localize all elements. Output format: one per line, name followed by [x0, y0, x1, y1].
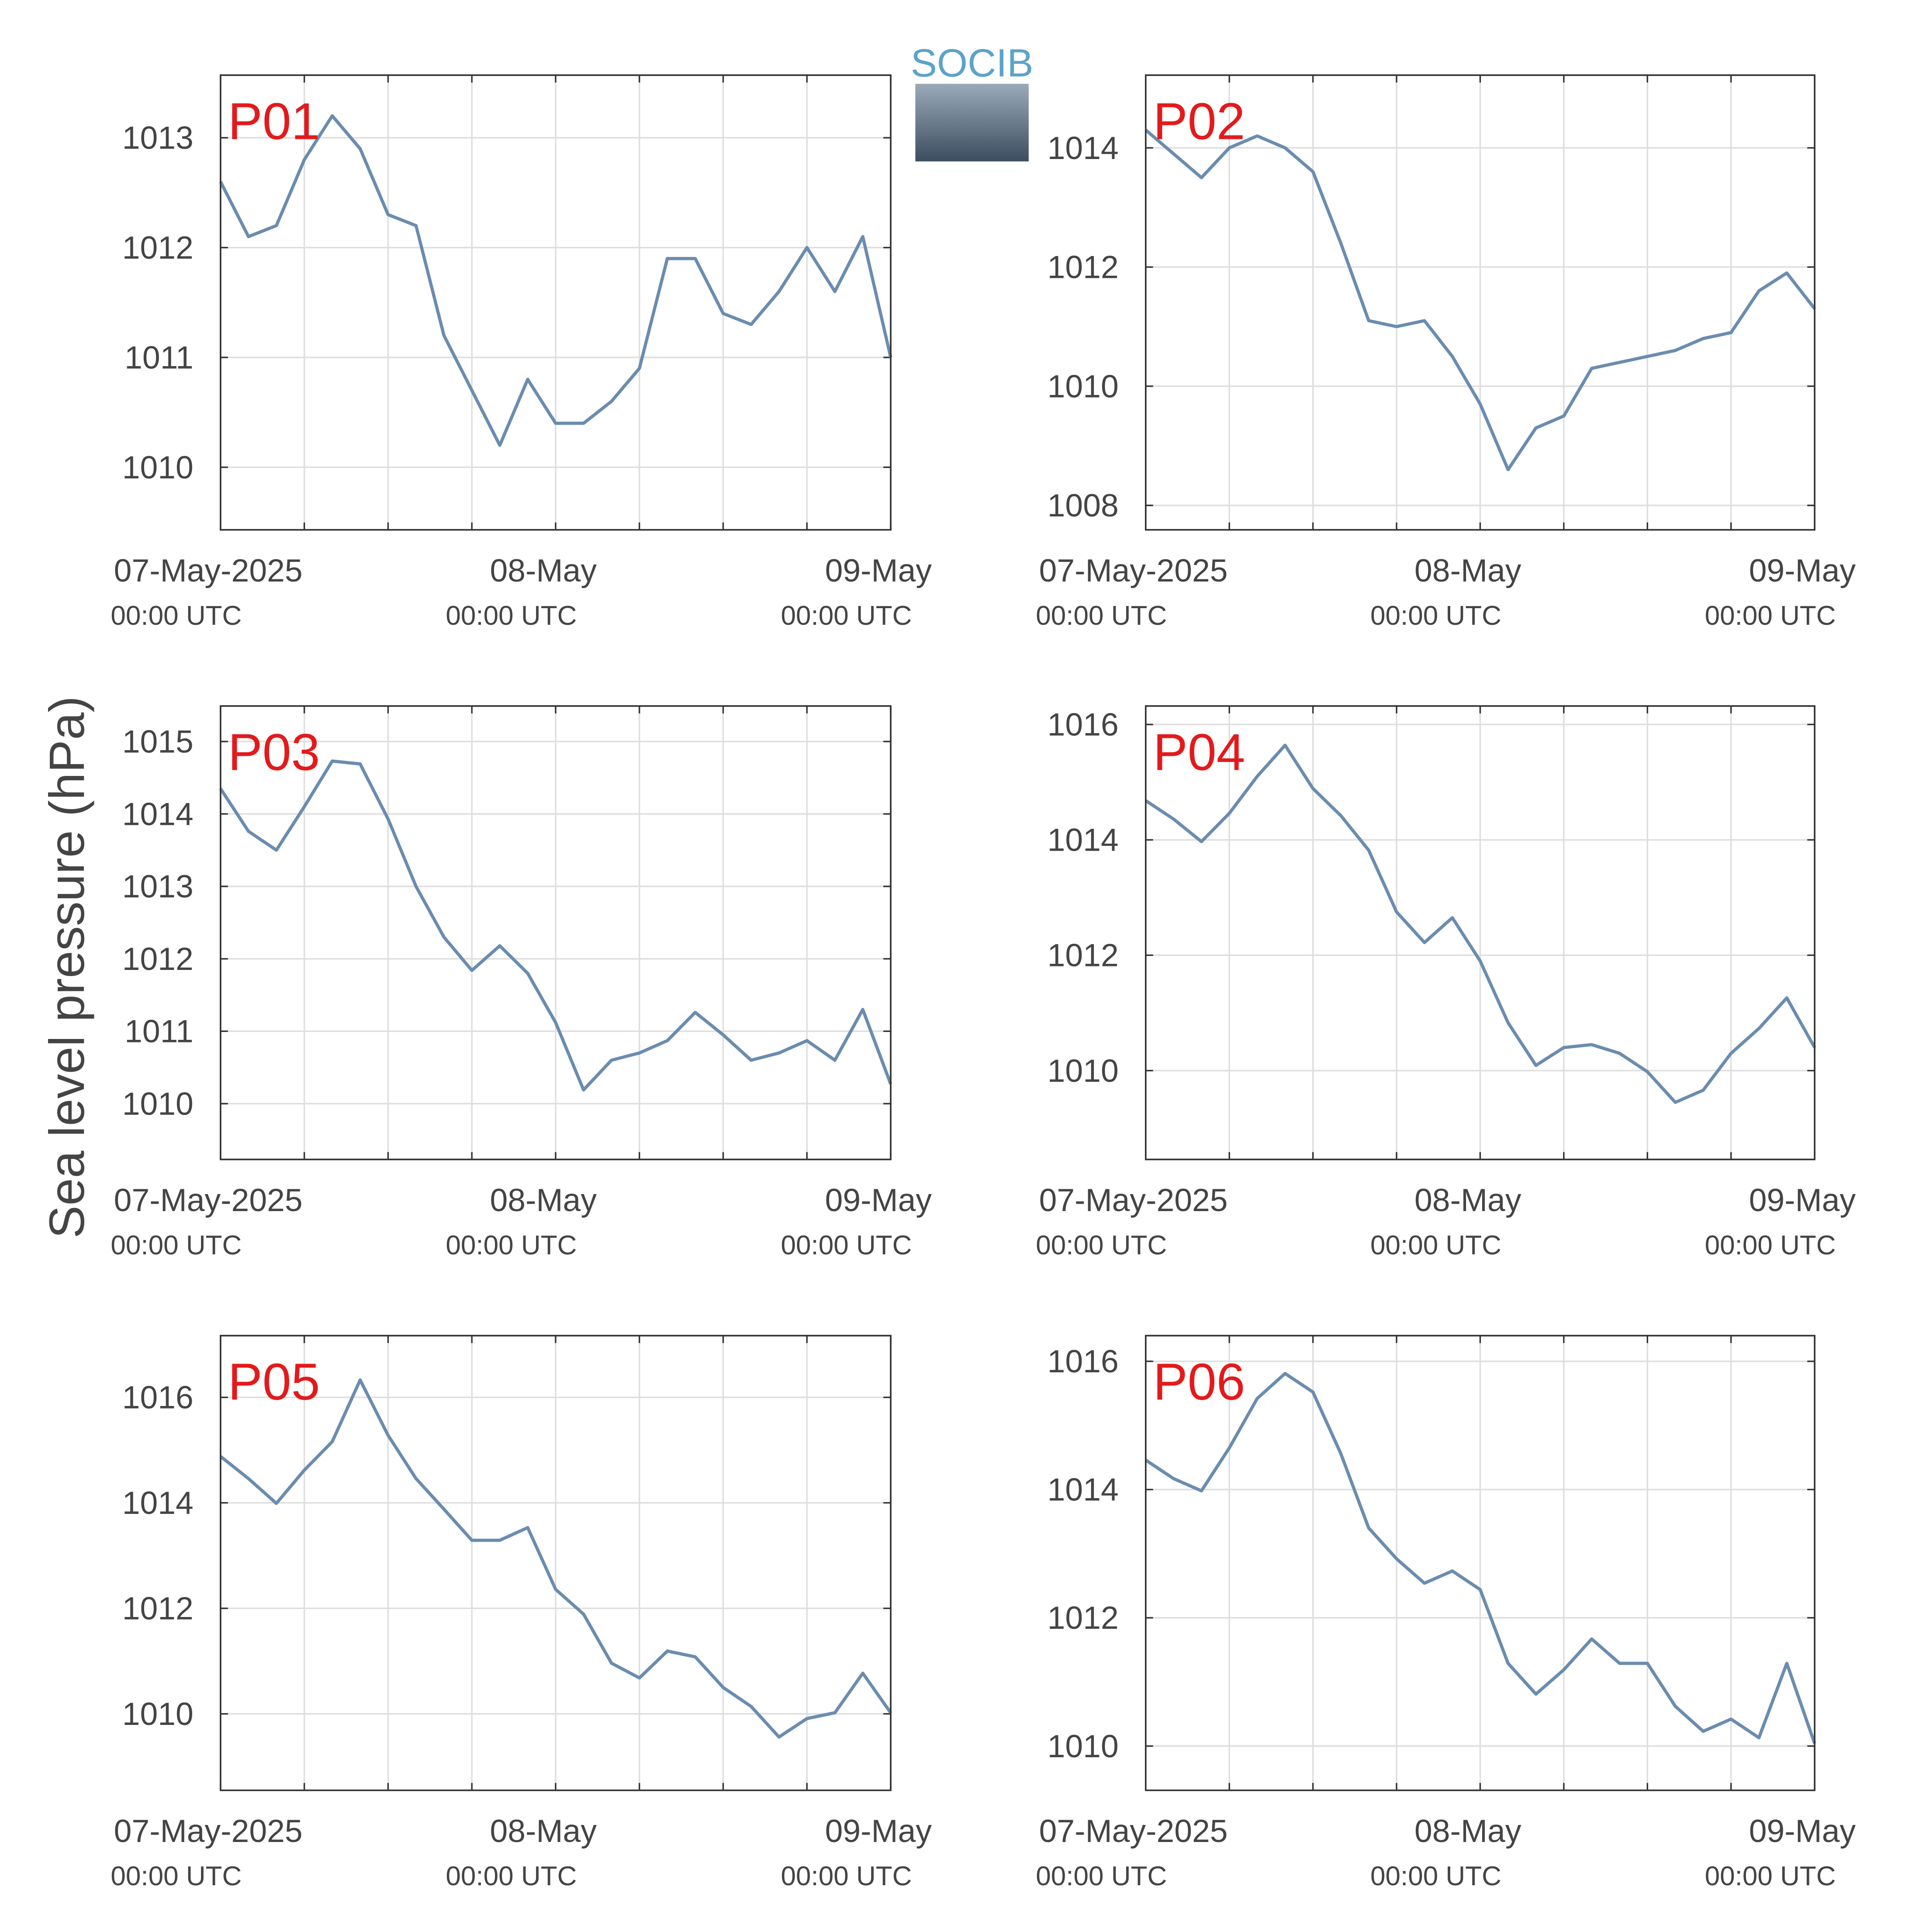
- x-tick-label: 09-May: [825, 553, 932, 589]
- data-line: [1144, 1371, 1816, 1744]
- panel: 07-May-2025 00:00 UTC 08-May 00:00 UTC 09-Ma…: [1036, 74, 1856, 631]
- panel: 07-May-2025 00:00 UTC 08-May 00:00 UTC 09-Ma…: [1036, 1335, 1856, 1891]
- logo: SOCIB: [911, 41, 1034, 162]
- y-tick-label: 1010: [122, 450, 194, 485]
- x-tick-sublabel: 00:00 UTC: [1370, 601, 1501, 631]
- y-tick-label: 1014: [122, 796, 194, 832]
- x-tick-sublabel: 00:00 UTC: [781, 1230, 912, 1260]
- x-tick-label: 09-May: [1749, 553, 1856, 589]
- x-tick-label: 09-May: [825, 1813, 932, 1849]
- x-tick-label: 09-May: [825, 1182, 932, 1218]
- x-tick-label: 08-May: [490, 1813, 597, 1849]
- panel-title: P06: [1153, 1354, 1245, 1411]
- x-tick-label: 07-May-2025: [114, 1182, 303, 1218]
- x-tick-sublabel: 00:00 UTC: [1036, 1861, 1167, 1891]
- y-tick-label: 1015: [122, 724, 194, 760]
- y-tick-label: 1011: [124, 339, 194, 375]
- panel: 07-May-2025 00:00 UTC 08-May 00:00 UTC 09-Ma…: [111, 74, 932, 631]
- panel-title: P03: [228, 724, 320, 782]
- y-tick-label: 1014: [1048, 822, 1119, 858]
- y-tick-label: 1008: [1048, 488, 1119, 523]
- panel: 07-May-2025 00:00 UTC 08-May 00:00 UTC 09-Ma…: [111, 1335, 932, 1891]
- y-tick-label: 1012: [1048, 1600, 1119, 1636]
- x-tick-label: 09-May: [1749, 1182, 1856, 1218]
- panel-title: P02: [1153, 93, 1245, 151]
- x-tick-sublabel: 00:00 UTC: [1705, 601, 1836, 631]
- y-tick-label: 1012: [1048, 249, 1119, 285]
- data-line: [219, 759, 892, 1092]
- logo-image: [915, 83, 1029, 162]
- panel: 07-May-2025 00:00 UTC 08-May 00:00 UTC 09-Ma…: [1036, 705, 1856, 1260]
- data-line: [1144, 744, 1816, 1104]
- x-tick-sublabel: 00:00 UTC: [446, 601, 577, 631]
- y-tick-label: 1012: [122, 941, 194, 977]
- x-tick-label: 08-May: [1414, 1813, 1521, 1849]
- x-tick-sublabel: 00:00 UTC: [781, 1861, 912, 1891]
- panel-title: P05: [228, 1354, 320, 1411]
- x-tick-label: 08-May: [1414, 553, 1521, 589]
- x-tick-sublabel: 00:00 UTC: [111, 1230, 242, 1260]
- x-tick-label: 08-May: [490, 553, 597, 589]
- y-tick-label: 1016: [1048, 707, 1119, 743]
- panel-title: P04: [1153, 724, 1245, 782]
- x-tick-label: 07-May-2025: [1039, 1813, 1228, 1849]
- y-tick-label: 1012: [1048, 938, 1119, 973]
- x-tick-sublabel: 00:00 UTC: [1036, 1230, 1167, 1260]
- plot-frame: [220, 1335, 892, 1791]
- data-line: [219, 1378, 892, 1739]
- panel: 07-May-2025 00:00 UTC 08-May 00:00 UTC 09-Ma…: [111, 705, 932, 1260]
- y-axis-label: Sea level pressure (hPa): [39, 696, 94, 1238]
- x-tick-sublabel: 00:00 UTC: [781, 601, 912, 631]
- x-tick-sublabel: 00:00 UTC: [111, 601, 242, 631]
- y-tick-label: 1016: [122, 1380, 194, 1416]
- x-tick-sublabel: 00:00 UTC: [1036, 601, 1167, 631]
- y-tick-label: 1014: [122, 1485, 194, 1521]
- x-tick-label: 09-May: [1749, 1813, 1856, 1849]
- y-tick-label: 1016: [1048, 1343, 1119, 1379]
- y-tick-label: 1013: [122, 120, 194, 156]
- y-tick-label: 1010: [122, 1696, 194, 1732]
- x-tick-sublabel: 00:00 UTC: [1705, 1861, 1836, 1891]
- y-tick-label: 1010: [1048, 1728, 1119, 1764]
- panel-title: P01: [228, 93, 320, 151]
- data-line: [219, 114, 892, 447]
- x-tick-sublabel: 00:00 UTC: [1705, 1230, 1836, 1260]
- x-tick-label: 08-May: [490, 1182, 597, 1218]
- x-tick-label: 07-May-2025: [1039, 553, 1228, 589]
- x-tick-sublabel: 00:00 UTC: [111, 1861, 242, 1891]
- y-tick-label: 1011: [124, 1014, 194, 1049]
- x-tick-label: 08-May: [1414, 1182, 1521, 1218]
- plot-frame: [220, 74, 892, 531]
- y-tick-label: 1014: [1048, 1472, 1119, 1508]
- y-tick-label: 1012: [122, 1591, 194, 1627]
- plot-frame: [1144, 705, 1815, 1160]
- y-tick-label: 1010: [122, 1086, 194, 1122]
- data-line: [1144, 128, 1816, 471]
- x-tick-sublabel: 00:00 UTC: [1370, 1230, 1501, 1260]
- plot-frame: [1144, 74, 1815, 531]
- y-tick-label: 1014: [1048, 130, 1119, 166]
- plot-frame: [1144, 1335, 1815, 1791]
- logo-text: SOCIB: [911, 41, 1034, 85]
- x-tick-label: 07-May-2025: [114, 553, 303, 589]
- y-tick-label: 1013: [122, 869, 194, 904]
- y-tick-label: 1012: [122, 230, 194, 266]
- x-tick-label: 07-May-2025: [114, 1813, 303, 1849]
- x-tick-sublabel: 00:00 UTC: [446, 1230, 577, 1260]
- x-tick-sublabel: 00:00 UTC: [1370, 1861, 1501, 1891]
- plot-frame: [220, 705, 892, 1160]
- x-tick-label: 07-May-2025: [1039, 1182, 1228, 1218]
- x-tick-sublabel: 00:00 UTC: [446, 1861, 577, 1891]
- y-tick-label: 1010: [1048, 1053, 1119, 1089]
- y-tick-label: 1010: [1048, 368, 1119, 404]
